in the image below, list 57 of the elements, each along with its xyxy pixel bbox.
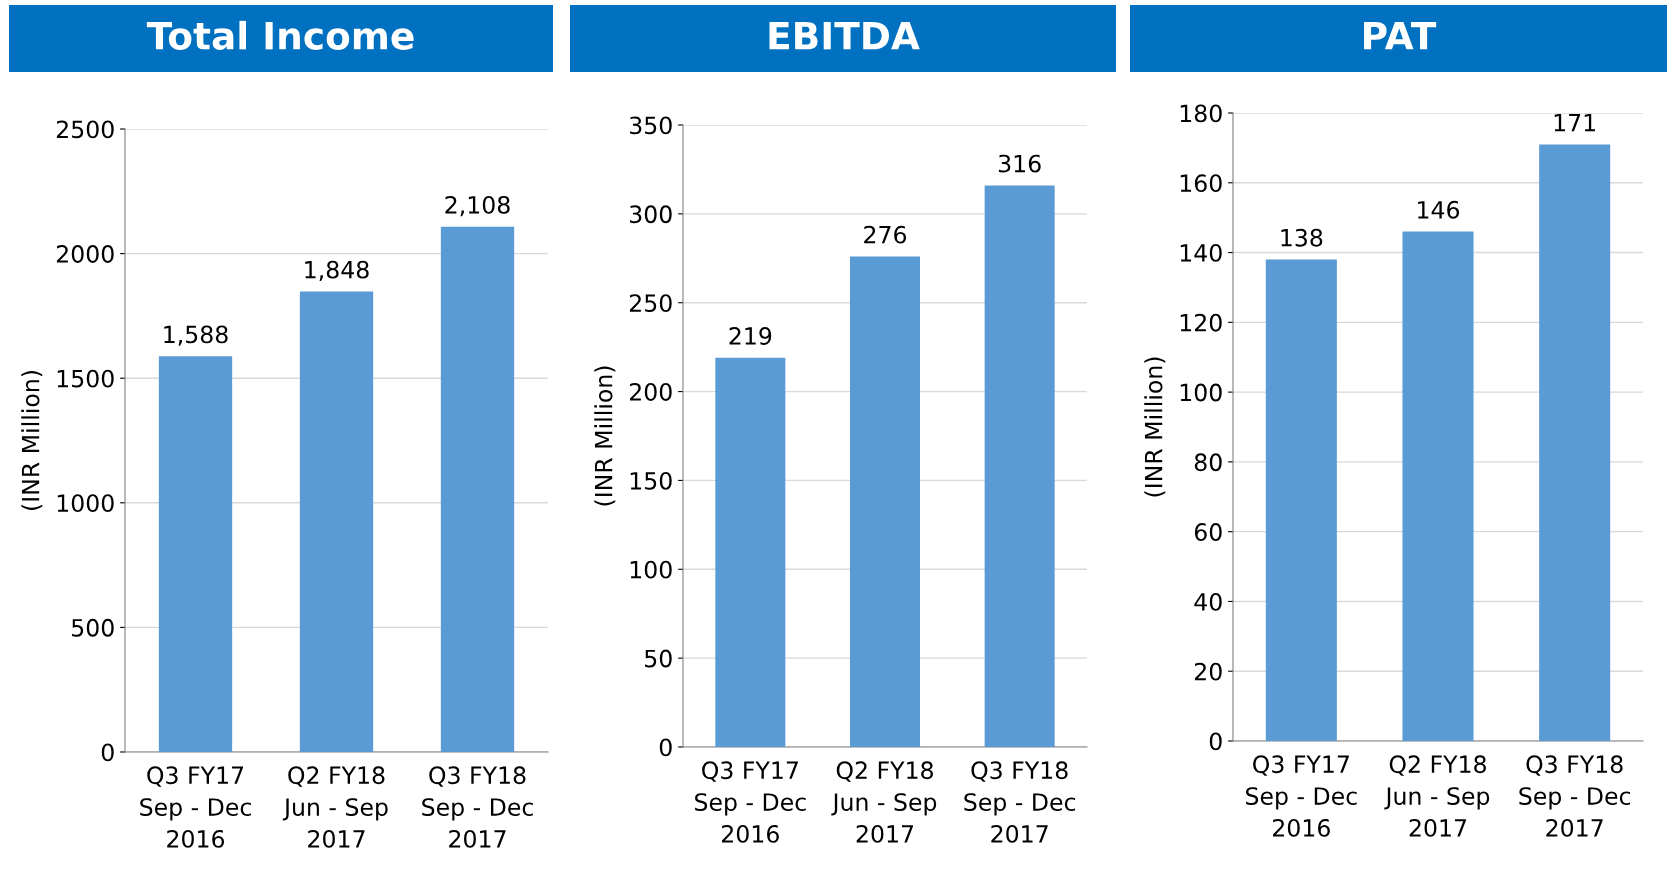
chart-title: PAT <box>1364 22 1437 50</box>
y-tick-label: 50 <box>645 649 672 668</box>
bar <box>1402 231 1474 741</box>
y-tick-label: 20 <box>1194 662 1222 681</box>
y-tick-label: 300 <box>630 205 672 224</box>
bar <box>299 291 374 752</box>
y-tick-label: 0 <box>659 738 672 757</box>
y-tick-label: 500 <box>72 618 114 637</box>
y-tick-label: 120 <box>1180 313 1222 332</box>
y-tick-label: 0 <box>1209 732 1222 751</box>
y-tick-label: 0 <box>101 743 114 762</box>
y-tick-label: 200 <box>629 383 672 401</box>
data-label: 2,108 <box>445 195 510 217</box>
y-axis-title: (INR Million) <box>594 366 616 506</box>
bar <box>1265 259 1337 741</box>
bar <box>984 185 1055 747</box>
y-tick-label: 180 <box>1180 104 1222 123</box>
x-tick-label: Q2 FY18 Jun - Sep 2017 <box>282 766 388 848</box>
y-tick-label: 100 <box>630 560 672 579</box>
data-label: 146 <box>1418 200 1460 219</box>
data-label: 316 <box>998 154 1041 173</box>
y-axis-title: (INR Million) <box>21 371 43 510</box>
y-tick-label: 40 <box>1194 592 1222 611</box>
data-label: 1,588 <box>164 325 228 346</box>
data-label: 276 <box>864 225 907 244</box>
x-tick-label: Q3 FY17 Sep - Dec 2016 <box>140 766 251 848</box>
y-tick-label: 100 <box>1180 383 1222 402</box>
x-tick-label: Q2 FY18 Jun - Sep 2017 <box>831 761 937 843</box>
data-label: 171 <box>1554 113 1596 132</box>
y-tick-label: 2000 <box>56 245 114 263</box>
chart-title: Total Income <box>146 20 414 50</box>
bar <box>715 357 786 747</box>
y-tick-label: 350 <box>630 116 672 135</box>
bar <box>1539 144 1611 741</box>
x-tick-label: Q3 FY17 Sep - Dec 2016 <box>695 761 806 843</box>
chart-title: EBITDA <box>769 22 920 50</box>
y-tick-label: 2500 <box>56 120 114 139</box>
data-label: 138 <box>1281 228 1323 247</box>
data-label: 219 <box>729 327 772 345</box>
y-tick-label: 140 <box>1180 244 1222 262</box>
x-tick-label: Q3 FY18 Sep - Dec 2017 <box>964 761 1076 843</box>
y-tick-label: 250 <box>629 294 672 313</box>
y-axis-title: (INR Million) <box>1144 357 1166 497</box>
y-tick-label: 80 <box>1194 453 1222 472</box>
bar <box>158 356 233 752</box>
y-tick-label: 160 <box>1180 174 1222 193</box>
x-tick-label: Q3 FY17 Sep - Dec 2016 <box>1246 755 1357 837</box>
data-label: 1,848 <box>305 260 369 281</box>
bar <box>440 226 515 752</box>
x-tick-label: Q3 FY18 Sep - Dec 2017 <box>1519 755 1631 837</box>
bar <box>849 256 921 747</box>
x-tick-label: Q3 FY18 Sep - Dec 2017 <box>422 766 533 848</box>
y-tick-label: 150 <box>630 471 672 490</box>
y-tick-label: 1500 <box>57 369 114 388</box>
y-tick-label: 60 <box>1194 523 1222 541</box>
x-tick-label: Q2 FY18 Jun - Sep 2017 <box>1384 755 1490 837</box>
y-tick-label: 1000 <box>57 494 114 513</box>
